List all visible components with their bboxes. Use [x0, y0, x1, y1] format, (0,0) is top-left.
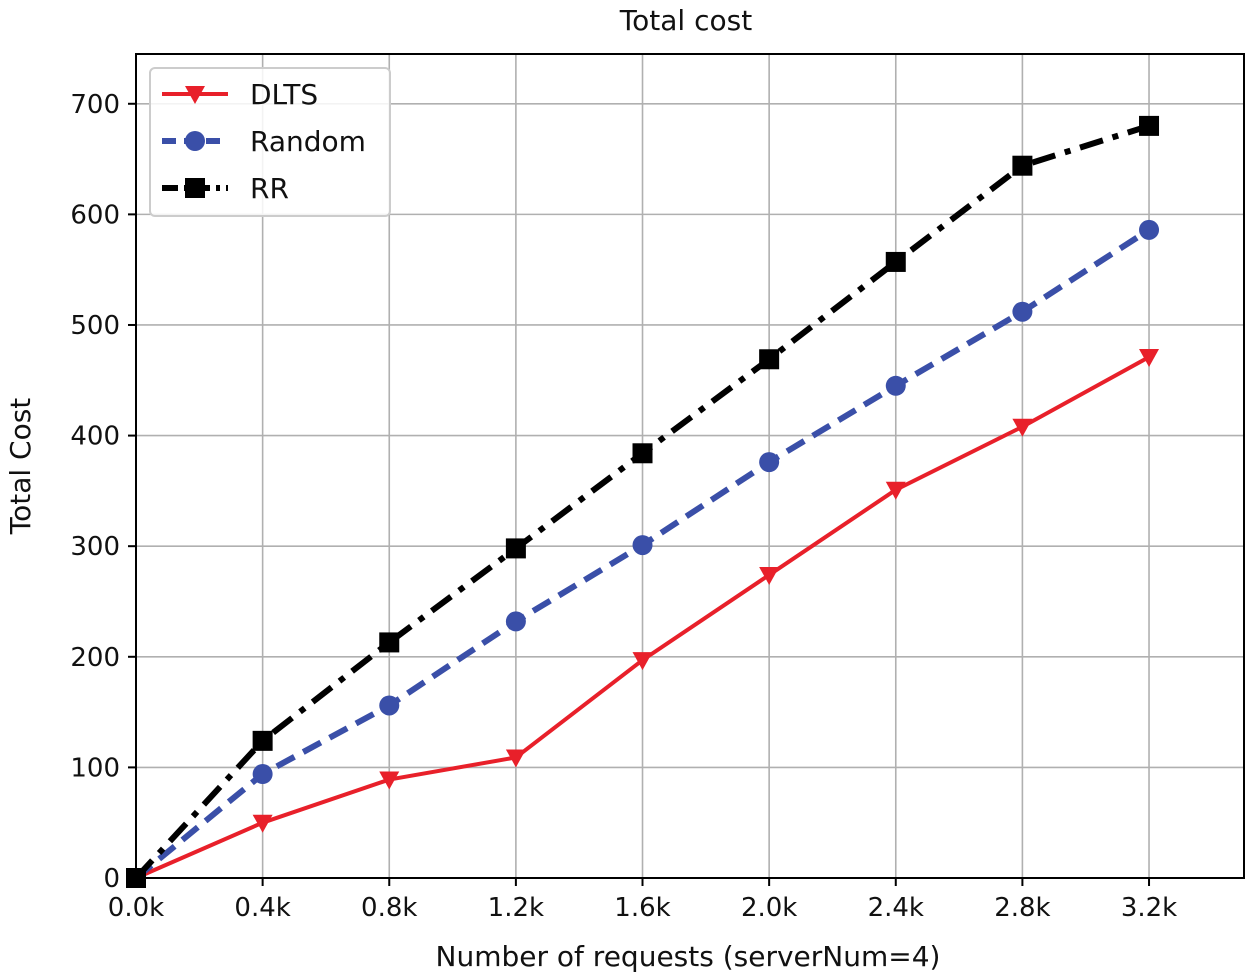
data-point — [759, 566, 780, 585]
data-point — [632, 443, 653, 464]
legend-entry-random: Random — [162, 125, 366, 158]
data-point — [505, 538, 526, 559]
legend-label: DLTS — [250, 78, 318, 111]
legend-box — [149, 67, 391, 217]
data-point — [252, 730, 273, 751]
data-point — [1139, 115, 1160, 136]
x-tick-label: 2.4k — [868, 893, 924, 923]
data-point — [1012, 155, 1033, 176]
legend-entry-dlts: DLTS — [162, 78, 318, 111]
x-tick-label: 0.4k — [234, 893, 290, 923]
data-point — [379, 632, 400, 653]
x-tick-label: 0.0k — [108, 893, 164, 923]
data-point — [1012, 301, 1033, 322]
data-point — [1139, 349, 1160, 368]
data-point — [885, 481, 906, 500]
x-axis-label: Number of requests (serverNum=4) — [436, 940, 941, 973]
x-tick-label: 2.8k — [994, 893, 1050, 923]
data-point — [379, 771, 400, 790]
data-point — [885, 251, 906, 272]
data-point — [252, 814, 273, 833]
data-point — [759, 349, 780, 370]
data-point — [1012, 418, 1033, 437]
data-point — [885, 375, 906, 396]
y-tick-label: 0 — [103, 864, 120, 894]
plot-frame — [135, 53, 1245, 879]
series-rr — [126, 115, 1160, 888]
x-tick-label: 1.2k — [488, 893, 544, 923]
y-tick-label: 300 — [70, 532, 120, 562]
data-point — [1139, 219, 1160, 240]
legend-marker — [185, 178, 205, 198]
data-point — [505, 611, 526, 632]
y-tick-label: 600 — [70, 200, 120, 230]
x-tick-label: 2.0k — [741, 893, 797, 923]
legend-label: Random — [250, 125, 366, 158]
legend-marker — [185, 131, 205, 151]
data-point — [379, 695, 400, 716]
legend-entry-rr: RR — [162, 172, 289, 205]
legend-marker — [185, 86, 205, 104]
chart-title: Total cost — [619, 4, 752, 37]
y-ticks: 0 100 200 300 400 500 600 700 — [70, 90, 136, 894]
series-layer — [126, 115, 1160, 888]
y-tick-label: 700 — [70, 90, 120, 120]
data-point — [759, 452, 780, 473]
y-axis-label: Total Cost — [4, 398, 37, 536]
y-tick-label: 200 — [70, 643, 120, 673]
y-tick-label: 400 — [70, 422, 120, 452]
y-tick-label: 100 — [70, 753, 120, 783]
x-tick-label: 0.8k — [361, 893, 417, 923]
data-point — [632, 535, 653, 556]
x-ticks: 0.0k 0.4k 0.8k 1.2k 1.6k 2.0k 2.4k 2.8k 3.2k — [108, 878, 1177, 923]
data-point — [505, 749, 526, 768]
x-tick-label: 3.2k — [1121, 893, 1177, 923]
legend: DLTS Random RR — [149, 67, 391, 217]
y-tick-label: 500 — [70, 311, 120, 341]
x-tick-label: 1.6k — [614, 893, 670, 923]
data-point — [252, 764, 273, 785]
legend-label: RR — [250, 172, 289, 205]
data-point — [632, 652, 653, 671]
